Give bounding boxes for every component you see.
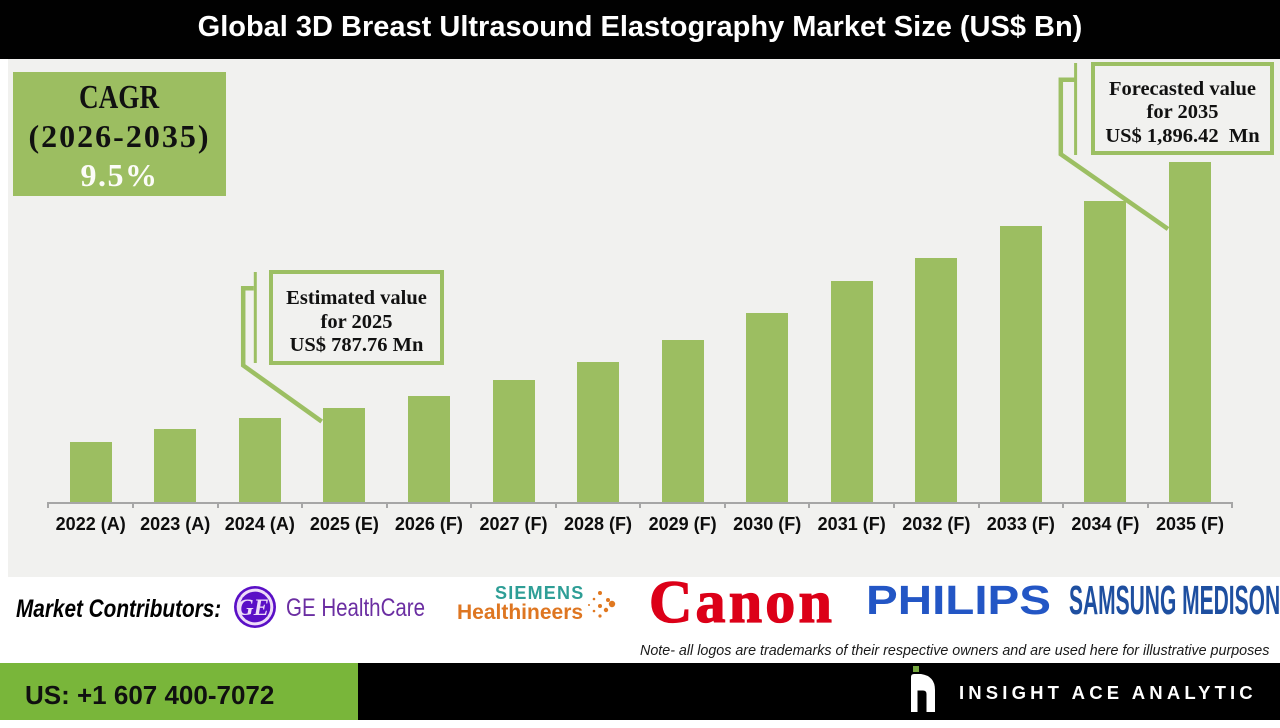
svg-text:GE: GE — [237, 595, 269, 620]
